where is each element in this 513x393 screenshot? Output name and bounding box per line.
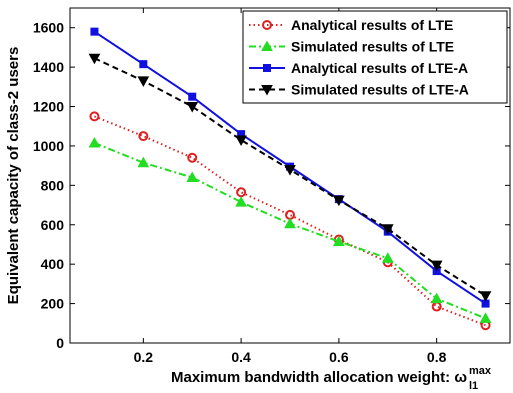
data-point	[261, 85, 273, 96]
data-point	[430, 292, 443, 304]
series-2	[88, 136, 492, 323]
data-point	[90, 27, 99, 36]
x-tick-label: 0.4	[231, 349, 251, 365]
data-point	[479, 291, 492, 302]
y-tick-label: 800	[41, 177, 65, 193]
data-point	[138, 131, 149, 142]
x-tick-label: 0.6	[329, 349, 349, 365]
y-tick-label: 400	[41, 256, 65, 272]
data-point	[381, 252, 394, 263]
data-point	[137, 156, 150, 168]
data-point	[139, 60, 148, 69]
legend: Analytical results of LTE Simulated resul…	[242, 10, 508, 104]
data-point	[88, 136, 101, 148]
y-tick-label: 1400	[33, 59, 64, 75]
legend-entry: Simulated results of LTE	[249, 39, 454, 55]
legend-label: Analytical results of LTE-A	[291, 60, 468, 76]
data-point	[263, 64, 271, 72]
y-tick-label: 1000	[33, 138, 64, 154]
data-point	[430, 260, 443, 272]
y-tick-label: 1200	[33, 99, 64, 115]
data-point	[88, 53, 101, 65]
x-tick-label: 0.8	[427, 349, 447, 365]
y-axis-title: Equivalent capacity of class-2 users	[5, 47, 22, 305]
data-point	[381, 224, 394, 235]
data-point	[186, 171, 199, 182]
x-axis-title-main: Maximum bandwidth allocation weight: ω	[171, 369, 467, 386]
data-point	[262, 20, 272, 30]
x-axis-title: Maximum bandwidth allocation weight: ω	[171, 369, 467, 386]
y-tick-label: 200	[41, 296, 65, 312]
data-point	[188, 92, 197, 101]
legend-label: Simulated results of LTE	[291, 39, 454, 55]
data-point	[187, 152, 198, 163]
data-point	[235, 196, 247, 207]
data-point	[89, 111, 100, 122]
legend-label: Analytical results of LTE	[291, 17, 453, 33]
legend-entry: Simulated results of LTE-A	[249, 82, 469, 98]
data-point	[284, 165, 296, 176]
data-point	[284, 217, 296, 229]
data-point	[186, 102, 199, 113]
legend-box	[242, 10, 508, 104]
legend-entry: Analytical results of LTE-A	[249, 60, 468, 76]
x-axis-title-subscript: l1	[469, 380, 478, 392]
series-group	[88, 27, 492, 331]
y-tick-label: 1600	[33, 20, 64, 36]
axes-group: 0.2 0.4 0.6 0.8 0 200 400 600 800 1000 1200 1400 160…	[33, 8, 510, 365]
data-point	[261, 40, 273, 51]
series-4	[88, 53, 492, 302]
y-tick-label: 0	[56, 335, 64, 351]
x-tick-label: 0.2	[134, 349, 154, 365]
data-point	[137, 76, 150, 87]
x-axis-title-superscript: max	[469, 365, 492, 377]
data-point	[479, 312, 492, 323]
data-point	[235, 135, 247, 147]
data-point	[333, 235, 345, 247]
data-point	[333, 195, 345, 207]
legend-label: Simulated results of LTE-A	[291, 82, 469, 98]
y-tick-label: 600	[41, 217, 65, 233]
legend-entry: Analytical results of LTE	[249, 17, 453, 33]
